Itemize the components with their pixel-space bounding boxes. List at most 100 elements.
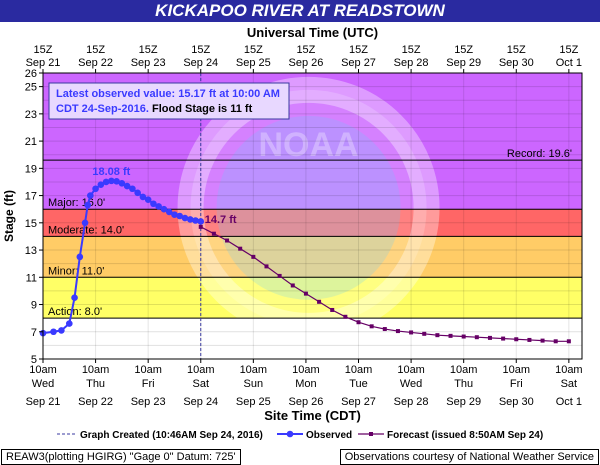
top-tick-time: 15Z — [559, 44, 578, 56]
forecast-point — [225, 238, 230, 243]
bottom-tick-day: Thu — [454, 378, 473, 390]
forecast-point — [251, 254, 256, 259]
bottom-tick-day: Tue — [349, 378, 368, 390]
forecast-point — [474, 335, 479, 340]
forecast-point — [369, 324, 374, 329]
top-tick-date: Sep 26 — [288, 57, 323, 69]
attribution: Observations courtesy of National Weathe… — [339, 449, 599, 465]
bottom-tick-day: Mon — [295, 378, 316, 390]
info-box — [48, 82, 290, 120]
observed-point — [181, 214, 189, 222]
observed-point — [92, 185, 99, 193]
bottom-tick-day: Thu — [86, 378, 105, 390]
y-tick-label: 17 — [25, 191, 37, 203]
observed-point — [102, 178, 110, 186]
observed-point — [176, 212, 184, 220]
observed-point — [71, 294, 78, 302]
bottom-tick-date: Sep 24 — [183, 396, 218, 408]
bottom-tick-time: 10am — [450, 364, 478, 376]
observed-point — [144, 196, 152, 203]
forecast-point — [198, 224, 203, 229]
y-tick-label: 21 — [25, 136, 37, 148]
forecast-point — [211, 231, 216, 236]
threshold-label: Moderate: 14.0' — [48, 224, 124, 236]
forecast-point — [317, 299, 322, 304]
bottom-tick-time: 10am — [503, 364, 531, 376]
top-tick-time: 15Z — [454, 44, 473, 56]
observed-point — [129, 185, 136, 193]
forecast-point — [303, 291, 308, 296]
top-tick-date: Sep 29 — [446, 57, 481, 69]
forecast-point — [527, 337, 532, 342]
observed-point — [84, 201, 91, 209]
bottom-tick-day: Wed — [400, 378, 422, 390]
forecast-point — [395, 329, 400, 334]
y-tick-label: 13 — [25, 245, 37, 257]
top-tick-date: Sep 25 — [236, 57, 271, 69]
bottom-tick-time: 10am — [240, 364, 268, 376]
forecast-point — [277, 273, 282, 278]
observed-point — [134, 189, 141, 197]
observed-point — [165, 208, 173, 216]
bottom-tick-date: Sep 22 — [78, 396, 113, 408]
noaa-seal-ring — [177, 76, 440, 339]
y-tick-label: 9 — [31, 300, 37, 312]
observed-point — [65, 320, 73, 327]
observed-point — [108, 177, 115, 185]
forecast-start-label: 14.7 ft — [205, 214, 237, 226]
observed-point — [160, 205, 168, 213]
top-tick-time: 15Z — [349, 44, 368, 56]
top-tick-date: Sep 22 — [78, 57, 113, 69]
top-tick-date: Sep 21 — [26, 57, 61, 69]
bottom-tick-time: 10am — [345, 364, 373, 376]
top-tick-date: Sep 27 — [341, 57, 376, 69]
y-tick-label: 26 — [25, 68, 37, 80]
bottom-tick-date: Sep 30 — [499, 396, 534, 408]
bottom-tick-time: 10am — [292, 364, 320, 376]
threshold-label: Minor: 11.0' — [48, 265, 104, 277]
y-tick-label: 19 — [25, 163, 37, 175]
observed-point — [197, 218, 205, 225]
top-tick-date: Sep 30 — [499, 57, 534, 69]
x-axis-label: Site Time (CDT) — [264, 408, 361, 423]
legend-observed-marker — [286, 430, 294, 438]
top-tick-time: 15Z — [86, 44, 105, 56]
forecast-point — [487, 335, 492, 340]
threshold-label: Action: 8.0' — [48, 306, 102, 318]
plot-border — [42, 72, 583, 360]
top-tick-time: 15Z — [296, 44, 315, 56]
flood-band-3 — [43, 209, 582, 237]
bottom-tick-date: Sep 21 — [26, 396, 61, 408]
bottom-tick-date: Sep 23 — [131, 396, 166, 408]
bottom-tick-day: Sun — [244, 378, 264, 390]
y-tick-label: 25 — [25, 82, 37, 94]
noaa-watermark-text: NOAA — [259, 126, 359, 164]
forecast-point — [540, 338, 545, 343]
noaa-seal-center — [216, 115, 401, 300]
observed-point — [171, 211, 178, 218]
forecast-point — [501, 336, 506, 341]
forecast-point — [514, 337, 519, 342]
bottom-tick-date: Sep 29 — [446, 396, 481, 408]
threshold-label: Record: 19.6' — [507, 148, 572, 160]
forecast-point — [330, 307, 335, 312]
observed-point — [97, 181, 105, 188]
observed-point — [139, 193, 147, 201]
forecast-point — [566, 339, 571, 344]
top-axis-label: Universal Time (UTC) — [247, 25, 378, 40]
forecast-point — [356, 320, 361, 325]
chart-title: KICKAPOO RIVER AT READSTOWN — [0, 0, 600, 22]
bottom-tick-day: Fri — [142, 378, 155, 390]
bottom-tick-time: 10am — [555, 364, 583, 376]
top-tick-time: 15Z — [507, 44, 526, 56]
info-latest-value: Latest observed value: 15.17 ft at 10:00… — [56, 88, 280, 100]
bottom-tick-date: Sep 26 — [288, 396, 323, 408]
bottom-tick-day: Fri — [510, 378, 523, 390]
legend-graph-created: Graph Created (10:46AM Sep 24, 2016) — [80, 430, 263, 441]
top-tick-time: 15Z — [244, 44, 263, 56]
bottom-tick-time: 10am — [187, 364, 215, 376]
observed-point — [150, 200, 157, 208]
bottom-tick-time: 10am — [82, 364, 110, 376]
